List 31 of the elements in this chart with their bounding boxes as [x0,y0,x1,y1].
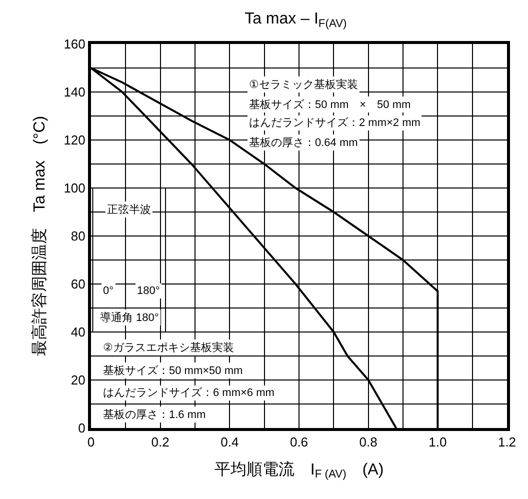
annotation: ①セラミック基板実装 [249,78,358,91]
y-tick-label: 60 [70,276,86,292]
annotation: 基板サイズ：50 mm×50 mm [103,364,243,377]
x-tick-label: 1.0 [428,434,447,450]
x-tick-label: 0.4 [220,434,239,450]
text: 平均順電流 I$_{F (AV)}$ (A) [214,461,384,481]
x-tick-label: 0.8 [359,434,378,450]
x-tick-label: 0.6 [290,434,308,450]
y-tick-label: 100 [64,180,86,196]
y-tick-label: 20 [70,372,86,388]
x-tick-label: 0 [87,434,95,450]
y-tick-label: 140 [64,84,86,100]
annotation: 基板の厚さ：0.64 mm [249,136,358,149]
y-tick-label: 40 [70,324,86,340]
x-tick-label: 1.2 [498,434,516,450]
y-tick-label: 160 [64,36,86,52]
x-tick-label: 0.2 [151,434,170,450]
annotation: 180° [137,285,160,297]
y-tick-label: 120 [64,132,86,148]
annotation: 基板の厚さ：1.6 mm [103,408,206,421]
annotation: 基板サイズ：50 mm × 50 mm [249,98,411,111]
y-axis-title: 最高許容周囲温度 Ta max (°C) [30,116,49,356]
y-tick-label: 0 [78,420,86,436]
annotation: 正弦半波 [107,203,151,216]
annotation: 0° [103,285,114,297]
annotation: はんだランドサイズ：6 mm×6 mm [103,387,274,399]
annotation: ②ガラスエポキシ基板実装 [103,341,234,354]
y-tick-label: 80 [70,228,86,244]
annotation: はんだランドサイズ：2 mm×2 mm [249,117,420,129]
chart-title: Ta max – I$_{F(AV)}$ [244,10,348,30]
annotation: 導通角 180° [100,311,159,324]
